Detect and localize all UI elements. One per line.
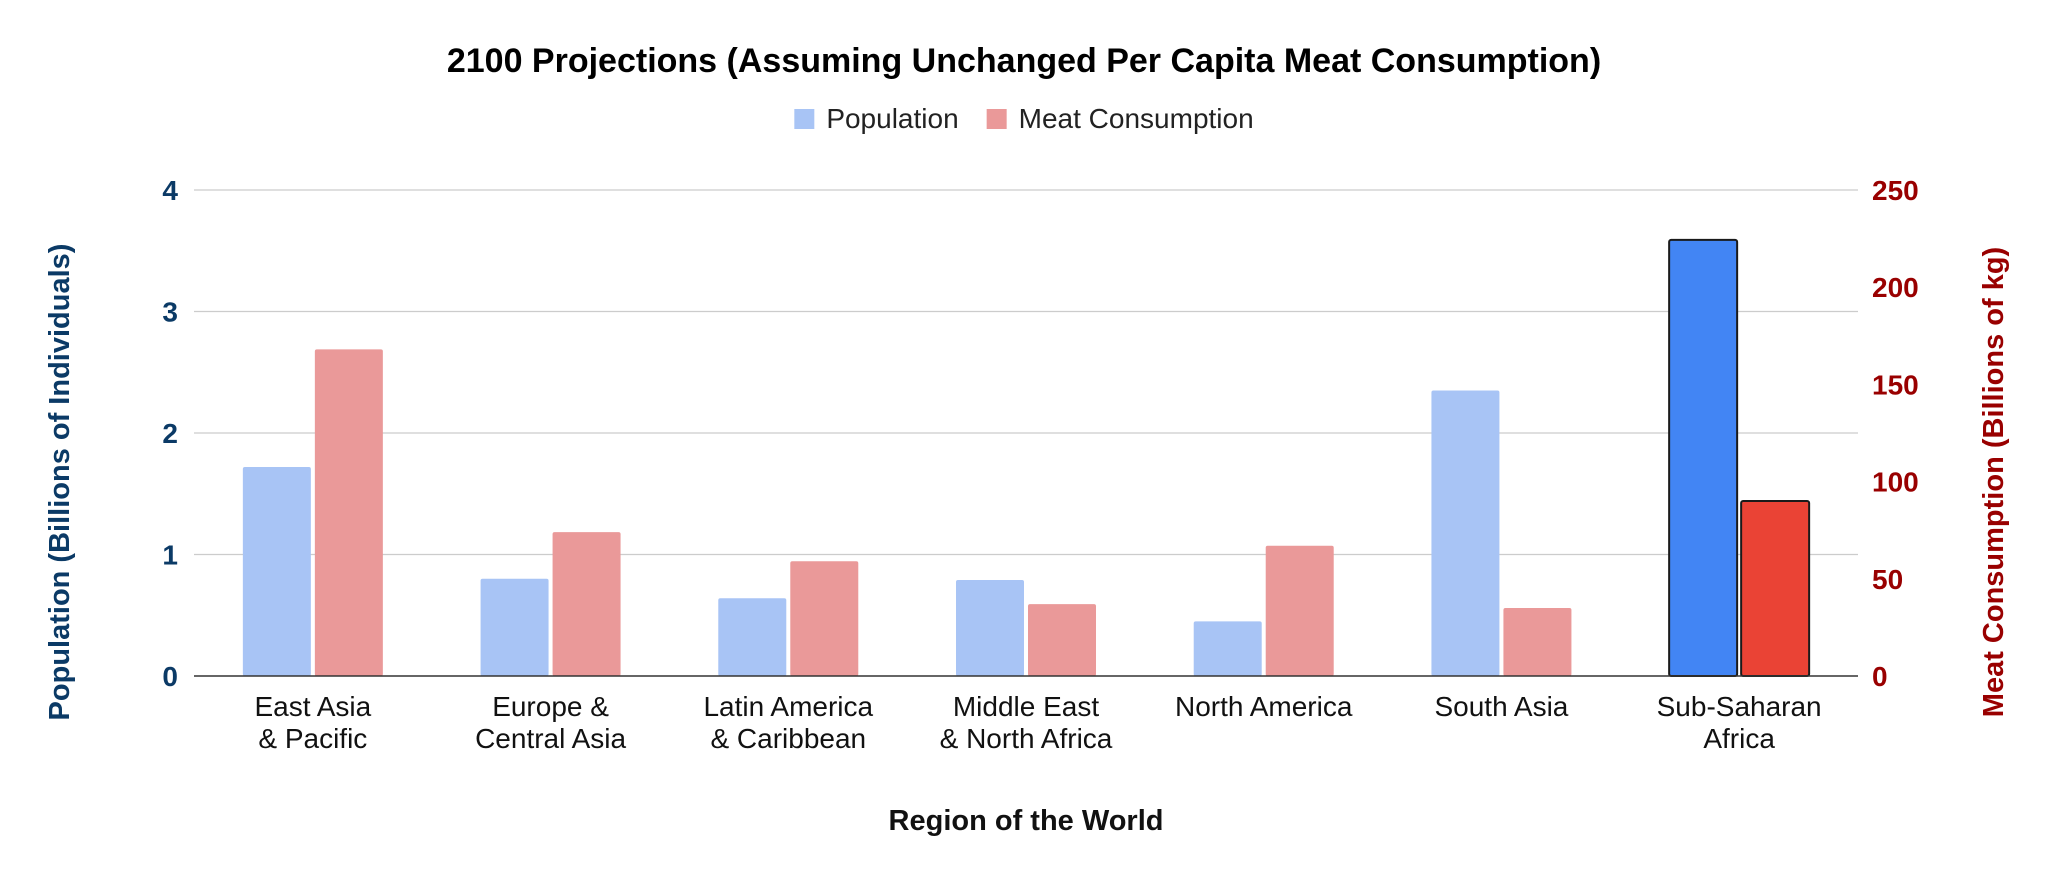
x-tick-label: & Caribbean xyxy=(710,723,866,754)
x-tick-label: Sub-Saharan xyxy=(1657,691,1822,722)
bar-population xyxy=(480,578,549,676)
bar-population xyxy=(718,598,787,676)
y-left-tick-label: 3 xyxy=(162,297,178,328)
bar-meat-consumption xyxy=(314,349,383,676)
bar-meat-consumption xyxy=(552,532,621,676)
bar-meat-consumption xyxy=(1265,545,1334,676)
x-tick-label: South Asia xyxy=(1434,691,1568,722)
y-left-tick-label: 0 xyxy=(162,661,178,692)
x-tick-label: Africa xyxy=(1703,723,1775,754)
legend-swatch xyxy=(986,109,1007,129)
x-tick-label: Middle East xyxy=(953,691,1100,722)
y-left-tick-label: 4 xyxy=(162,175,178,206)
bar-meat-consumption xyxy=(1503,607,1572,676)
legend: Population Meat Consumption xyxy=(794,103,1254,134)
y-left-tick-label: 1 xyxy=(162,540,178,571)
bar-population xyxy=(1431,390,1500,676)
bar-population xyxy=(1193,621,1262,676)
y-right-tick-label: 250 xyxy=(1872,175,1919,206)
y-axis-left-title: Population (Billions of Individuals) xyxy=(44,244,76,721)
y-right-tick-label: 100 xyxy=(1872,467,1919,498)
y-right-tick-label: 0 xyxy=(1872,661,1888,692)
chart-title: 2100 Projections (Assuming Unchanged Per… xyxy=(447,42,1601,80)
bar-population xyxy=(956,580,1024,676)
x-tick-label: East Asia xyxy=(254,691,371,722)
gridlines xyxy=(194,189,1858,556)
y-right-tick-label: 150 xyxy=(1872,369,1919,400)
bars xyxy=(242,238,1811,678)
bar-meat-consumption xyxy=(790,561,859,676)
y-left-tick-label: 2 xyxy=(162,418,178,449)
x-tick-label: Latin America xyxy=(703,691,873,722)
y-axis-right-ticks: 0 50 100 150 200 250 xyxy=(1872,175,1919,692)
bar-meat-consumption xyxy=(1740,500,1811,678)
y-axis-left-ticks: 0 1 2 3 4 xyxy=(162,175,178,692)
bar-population xyxy=(242,467,311,676)
x-tick-label: & Pacific xyxy=(258,723,367,754)
x-axis-title: Region of the World xyxy=(889,805,1164,837)
y-axis-right-title: Meat Consumption (Billions of kg) xyxy=(1978,247,2010,717)
y-right-tick-label: 200 xyxy=(1872,272,1919,303)
y-right-tick-label: 50 xyxy=(1872,564,1903,595)
x-tick-label: Central Asia xyxy=(475,723,626,754)
bar-meat-consumption xyxy=(1028,604,1096,676)
bar-population xyxy=(1668,238,1739,677)
legend-swatch xyxy=(794,109,815,129)
legend-label: Meat Consumption xyxy=(1019,103,1254,134)
x-tick-label: & North Africa xyxy=(940,723,1113,754)
x-axis-ticks: East Asia& Pacific Europe &Central Asia La… xyxy=(254,691,1821,754)
x-tick-label: Europe & xyxy=(492,691,609,722)
legend-label: Population xyxy=(826,103,958,134)
x-tick-label: North America xyxy=(1175,691,1353,722)
